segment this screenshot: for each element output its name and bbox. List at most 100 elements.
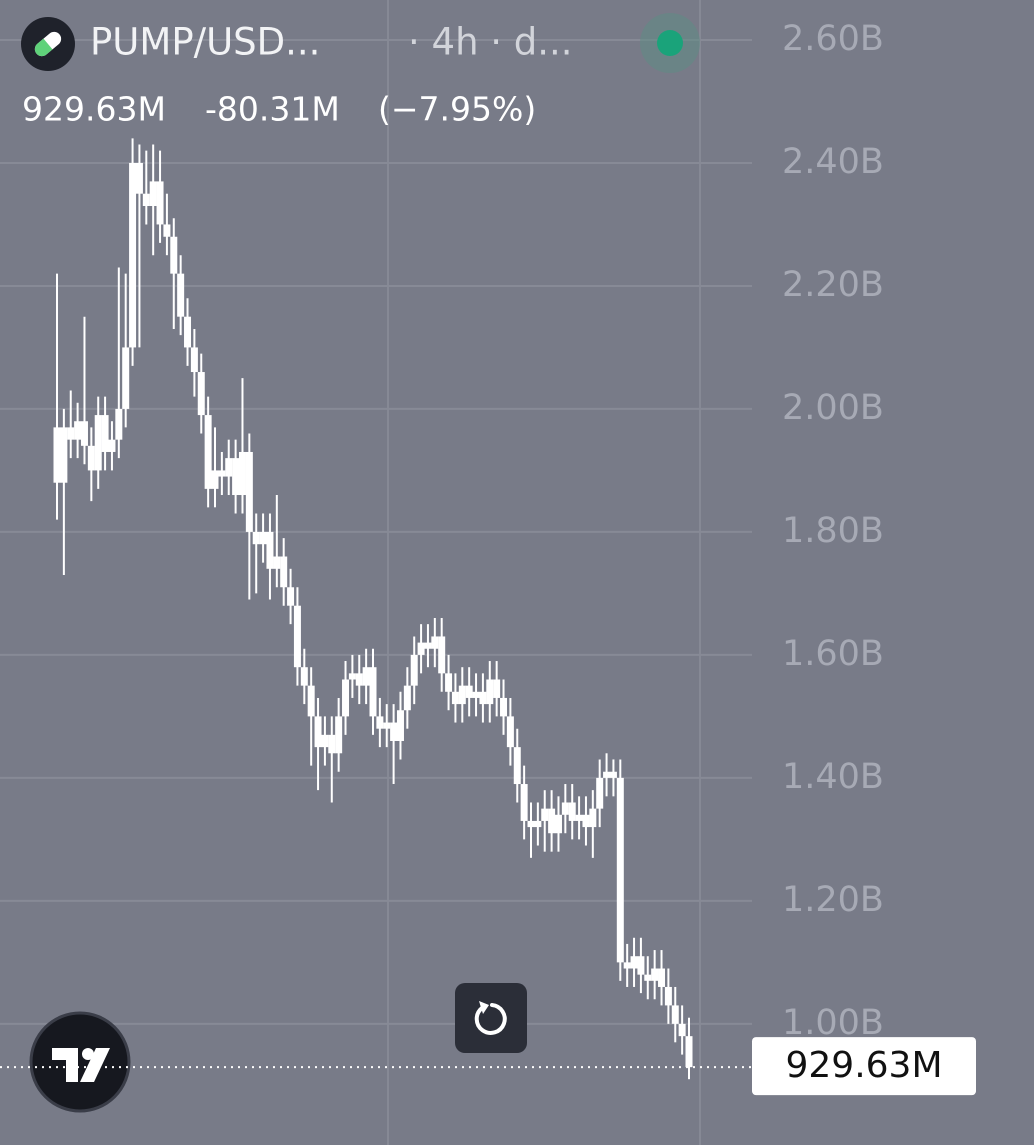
candle-body <box>561 802 569 815</box>
y-tick-label: 2.00B <box>782 388 884 428</box>
candle-body <box>630 956 638 969</box>
candle-body <box>548 808 556 834</box>
candle-body <box>541 808 549 821</box>
candle-body <box>177 273 185 317</box>
candle-body <box>582 814 590 828</box>
candle-body <box>431 636 439 649</box>
y-tick-label: 1.60B <box>782 634 884 674</box>
candle-body <box>170 236 178 274</box>
symbol-icon <box>21 17 75 71</box>
candle-body <box>410 654 418 686</box>
candle-body <box>163 224 171 237</box>
candle-body <box>67 427 75 440</box>
y-tick-label: 1.20B <box>782 880 884 920</box>
candle-body <box>479 691 487 705</box>
reset-arc <box>474 1003 507 1035</box>
candle-body <box>623 962 631 969</box>
reset-arrow <box>479 1001 489 1014</box>
y-tick-label: 2.20B <box>782 265 884 305</box>
candle-body <box>135 162 143 194</box>
candle-body <box>342 679 350 717</box>
candle-body <box>211 470 219 489</box>
candle-body <box>273 556 281 569</box>
candle-body <box>609 771 617 778</box>
candle-body <box>383 722 391 729</box>
candle-body <box>458 685 466 705</box>
candle-body <box>293 605 301 668</box>
candle-body <box>390 722 398 741</box>
candle-body <box>142 193 150 207</box>
candle-body <box>596 777 604 809</box>
candle-body <box>472 691 480 698</box>
y-tick-label: 1.80B <box>782 511 884 551</box>
reset-button[interactable] <box>455 983 527 1053</box>
candle-body <box>101 415 109 452</box>
y-axis: 2.60B 2.40B 2.20B 2.00B 1.80B 1.60B 1.40B 1.20B… <box>782 19 884 1043</box>
y-tick-label: 2.40B <box>782 142 884 182</box>
candle-body <box>335 716 343 754</box>
candle-body <box>122 347 130 409</box>
candle-body <box>197 372 205 416</box>
candle-body <box>74 421 82 440</box>
candle-body <box>671 1005 679 1024</box>
logo-t <box>52 1048 78 1082</box>
candle-body <box>314 716 322 748</box>
tradingview-logo <box>29 1011 131 1113</box>
candle-body <box>238 451 246 496</box>
grid <box>0 38 752 1025</box>
candle-body <box>589 808 597 828</box>
candle-body <box>80 421 88 446</box>
candle-body <box>184 316 192 348</box>
reset-bg[interactable] <box>455 983 527 1053</box>
candle-body <box>53 427 61 483</box>
candle-body <box>156 181 164 225</box>
interval: · 4h · d... <box>408 21 573 64</box>
candle-body <box>348 673 356 680</box>
candle-body <box>362 667 370 686</box>
y-tick-label: 1.40B <box>782 757 884 797</box>
candle-body <box>218 470 226 477</box>
candle-body <box>445 673 453 692</box>
symbol: PUMP/USD... <box>90 21 320 64</box>
candle-body <box>94 415 102 471</box>
candle-body <box>616 777 624 963</box>
candle-body <box>190 347 198 373</box>
y-tick-label: 2.60B <box>782 19 884 59</box>
candle-body <box>376 716 384 729</box>
candle-body <box>520 784 528 821</box>
candle-body <box>465 685 473 698</box>
candle-body <box>500 697 508 717</box>
candle-body <box>245 451 253 532</box>
candle-body <box>369 667 377 717</box>
candle-body <box>355 673 363 686</box>
candle-body <box>554 814 562 834</box>
last-price-box <box>752 1037 976 1096</box>
candle-body <box>396 710 404 741</box>
candle-body <box>232 458 240 496</box>
candle-body <box>658 968 666 987</box>
candle-body <box>225 458 233 477</box>
candle-body <box>87 445 95 471</box>
candle-body <box>321 734 329 748</box>
candle-body <box>678 1023 686 1037</box>
candle-body <box>506 716 514 748</box>
candle-body <box>486 679 494 705</box>
candle-body <box>60 427 68 483</box>
candles <box>53 138 693 1080</box>
last-price-label: 929.63M <box>785 1045 942 1086</box>
candle-body <box>664 986 672 1006</box>
candle-body <box>115 408 123 440</box>
candle-body <box>108 439 116 452</box>
candle-body <box>417 642 425 655</box>
candle-body <box>287 587 295 606</box>
change-percent: (−7.95%) <box>378 90 536 129</box>
candle-body <box>300 667 308 686</box>
pill <box>34 31 62 57</box>
logo-slash <box>80 1048 110 1082</box>
candle-body <box>280 556 288 588</box>
candle-body <box>575 814 583 821</box>
status-dot <box>657 30 683 56</box>
candle-body <box>527 820 535 828</box>
candle-body <box>651 968 659 981</box>
